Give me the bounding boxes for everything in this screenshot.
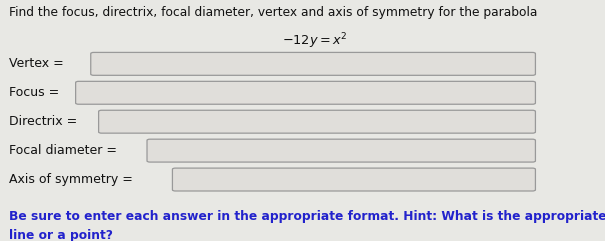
- Text: Focus =: Focus =: [9, 86, 59, 99]
- FancyBboxPatch shape: [147, 139, 535, 162]
- Text: Focal diameter =: Focal diameter =: [9, 144, 117, 157]
- Text: Be sure to enter each answer in the appropriate format. Hint: What is the approp: Be sure to enter each answer in the appr…: [9, 210, 605, 241]
- FancyBboxPatch shape: [172, 168, 535, 191]
- FancyBboxPatch shape: [99, 110, 535, 133]
- Text: Vertex =: Vertex =: [9, 57, 64, 70]
- Text: Find the focus, directrix, focal diameter, vertex and axis of symmetry for the p: Find the focus, directrix, focal diamete…: [9, 6, 537, 19]
- Text: $-12y = x^2$: $-12y = x^2$: [282, 31, 347, 51]
- Text: Directrix =: Directrix =: [9, 115, 77, 128]
- FancyBboxPatch shape: [91, 53, 535, 75]
- Text: Axis of symmetry =: Axis of symmetry =: [9, 173, 133, 186]
- FancyBboxPatch shape: [76, 81, 535, 104]
